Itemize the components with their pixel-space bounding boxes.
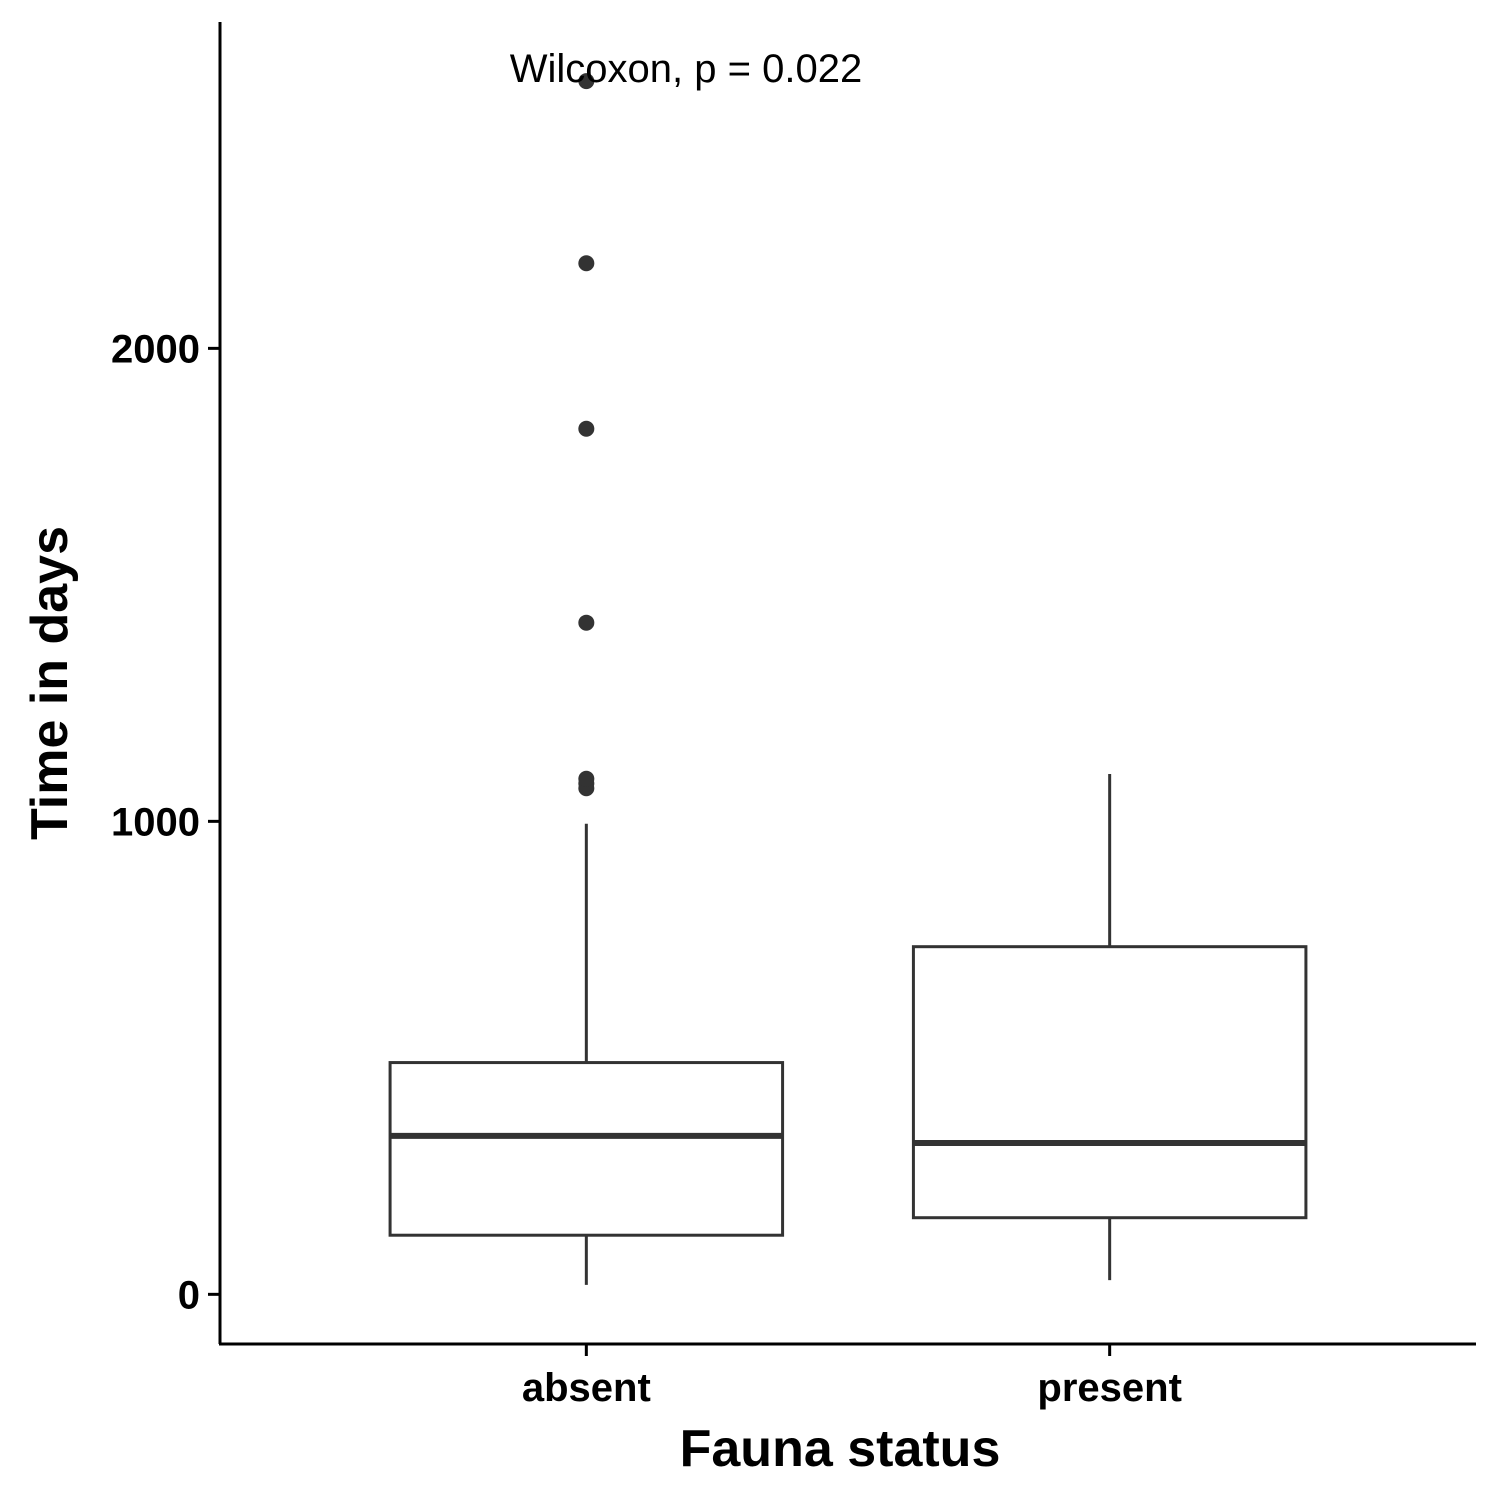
- y-tick-label: 1000: [111, 800, 200, 844]
- box-present: [911, 774, 1308, 1281]
- outlier-point: [578, 73, 595, 90]
- y-tick-label: 2000: [111, 327, 200, 371]
- y-tick-label: 0: [178, 1273, 200, 1317]
- annotation-text: Wilcoxon, p = 0.022: [510, 47, 862, 91]
- outlier-point: [578, 770, 595, 787]
- y-axis-title: Time in days: [21, 526, 79, 840]
- x-tick-label-present: present: [1037, 1366, 1182, 1410]
- outlier-point: [578, 614, 595, 631]
- outlier-point: [578, 255, 595, 272]
- iqr-box: [911, 945, 1308, 1220]
- x-axis-ticks: absent present: [522, 1344, 1182, 1410]
- box-absent: [388, 73, 785, 1285]
- outlier-point: [578, 420, 595, 437]
- x-tick-label-absent: absent: [522, 1366, 651, 1410]
- x-axis-title: Fauna status: [680, 1420, 1001, 1478]
- iqr-box: [388, 1061, 785, 1237]
- y-axis-ticks: 0 1000 2000: [111, 327, 220, 1317]
- plot-marks: [388, 73, 1308, 1285]
